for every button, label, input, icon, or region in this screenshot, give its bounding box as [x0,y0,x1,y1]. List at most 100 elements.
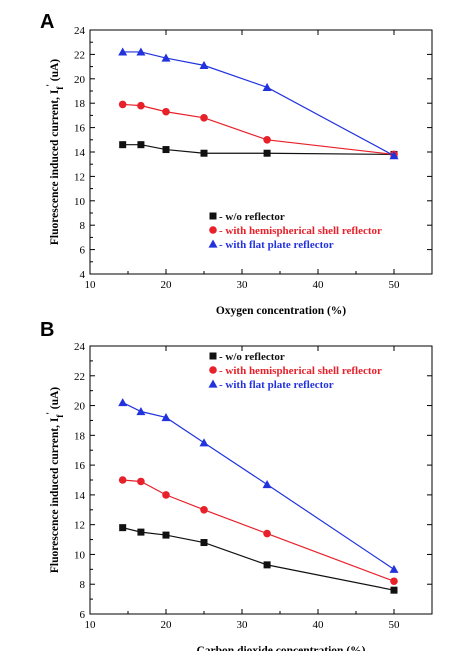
panel-a-y-tick-label: 22 [74,49,85,61]
panel-b-series-triangle-point [161,412,171,422]
panel-b-y-tick-label: 6 [80,609,86,621]
panel-b-series-triangle-point [136,407,146,416]
panel-a-series-circle-point [263,136,271,144]
panel-b-legend-label: - w/o reflector [219,351,285,363]
panel-a-y-axis-label: Fluorescence induced current, If' (uA) [45,59,65,245]
panel-a-y-tick-label: 14 [74,147,86,159]
panel-b-x-tick-label: 50 [389,619,401,631]
panel-a-series-triangle-point [118,47,128,56]
panel-a-series-triangle-point [262,82,272,91]
panel-a-y-tick-label: 18 [74,98,86,110]
panel-a-y-tick-label: 24 [74,25,86,37]
panel-a-y-axis-label-main: Fluorescence induced current, I [49,89,61,245]
panel-a-legend-label: - with hemispherical shell reflector [219,225,382,237]
panel-b-series-circle-point [137,477,145,486]
panel-a-series-triangle-line [122,51,395,157]
panel-b-legend-label: - with hemispherical shell reflector [219,365,382,377]
panel-a-series-circle-point [200,114,208,122]
panel-b-series-triangle-point [199,438,209,447]
panel-a-series-circle-point [162,107,170,116]
panel-b-y-tick-label: 18 [74,430,86,442]
panel-a-y-axis-label-sub: f [55,86,65,90]
panel-b-y-tick-label: 22 [74,371,85,383]
panel-a-series-circle-point [137,101,145,110]
panel-a-series-circle-point [118,100,127,109]
panel-a-legend-entry: - with flat plate reflector [208,239,334,251]
panel-a-x-tick-label: 20 [161,279,173,291]
panel-a-legend-marker [208,239,218,248]
panel-b-series-circle [118,476,398,586]
panel-b-y-tick-label: 12 [74,520,85,532]
panel-b-series-square-point [390,586,398,594]
panel-b-legend-marker [209,366,217,374]
panel-b-y-tick-label: 20 [74,401,86,413]
panel-a-axes: 10 20 30 40 50 4 6 8 10 12 14 16 18 20 22 24 Oxygen conc… [45,25,433,317]
panel-a-letter: A [40,11,54,33]
panel-b-y-tick-label: 8 [80,579,86,591]
panel-a-legend-entry: - with hemispherical shell reflector [209,225,382,237]
panel-b-axes: 10 20 30 40 50 6 8 10 12 14 16 18 20 22 24 Carbon dioxi… [45,341,433,651]
panel-a-series-circle [118,100,398,159]
panel-b-x-tick-label: 10 [85,619,97,631]
panel-a-series-square-point [263,149,271,157]
panel-b-series-triangle-point [262,479,272,489]
panel-b-y-tick-label: 10 [74,549,86,561]
panel-b-y-tick-label: 14 [74,490,86,502]
panel-b-series-triangle [118,398,399,573]
panel-a-x-tick-label: 50 [389,279,401,291]
panel-a-y-tick-label: 16 [74,123,86,135]
panel-b-series-square-point [137,528,145,536]
panel-a-plot-frame [89,29,433,275]
panel-a-legend-marker [209,212,217,220]
panel-b-y-axis-label-sub: f [55,414,65,418]
panel-a-series-triangle-point [136,47,146,56]
panel-a-series-triangle-point [161,53,171,62]
panel-b-legend-marker [208,379,218,388]
panel-b-legend-label: - with flat plate reflector [219,379,334,391]
panel-b-y-axis-label-unit: (uA) [49,387,61,412]
panel-b-x-tick-label: 20 [161,619,173,631]
panel-b-series-square [119,524,398,594]
panel-b-series-triangle-point [118,398,128,407]
panel-a-x-tick-label: 30 [237,279,249,291]
panel-b-y-tick-label: 16 [74,460,86,472]
panel-b-series-circle-point [162,491,170,499]
panel-b-series-triangle-line [122,402,395,570]
panel-a-y-axis-label-sup: ' [45,84,55,87]
panel-b-legend-entry: - w/o reflector [209,351,285,363]
panel-b-x-tick-label: 40 [313,619,325,631]
panel-b-series-square-point [162,531,170,539]
panel-a-x-axis-label: Oxygen concentration (%) [216,305,346,317]
panel-a-y-tick-label: 4 [80,269,86,281]
panel-b-y-axis-label-sup: ' [45,412,55,415]
panel-b-legend-entry: - with hemispherical shell reflector [209,365,382,377]
panel-a-series-square-point [137,141,145,149]
panel-a-legend-marker [209,226,217,234]
panel-a-y-tick-label: 8 [80,220,86,232]
panel-a-y-tick-label: 20 [74,74,86,86]
panel-b-series-circle-point [118,476,127,484]
panel-b-series-square-point [200,539,208,547]
panel-b-series-square-point [263,561,271,569]
panel-a-legend-label: - with flat plate reflector [219,239,334,251]
panel-a-series-triangle-point [389,151,399,160]
panel-b-y-axis-label: Fluorescence induced current, If' (uA) [45,387,65,573]
panel-b-series-circle-point [390,577,398,586]
panel-a-y-axis-label-unit: (uA) [49,59,61,84]
panel-b-y-tick-label: 24 [74,341,86,353]
panel-a-series-triangle-point [199,60,209,69]
panel-b-legend-marker [209,352,217,360]
panel-a-series-square-point [200,149,208,157]
panel-a-series-triangle [118,47,399,160]
panel-b-series-square-point [119,524,127,532]
panel-a-y-tick-label: 6 [80,245,86,257]
panel-b-x-axis-label: Carbon dioxide concentration (%) [197,645,366,651]
panel-a-y-tick-label: 10 [74,196,86,208]
panel-b: B 10 20 30 40 50 6 8 10 12 14 16 18 20 22 24 Carbon dio… [40,319,433,651]
panel-a-legend-entry: - w/o reflector [209,211,285,223]
panel-b-x-tick-label: 30 [237,619,249,631]
panel-b-letter: B [40,319,54,341]
panel-a-y-tick-label: 12 [74,171,85,183]
panel-b-legend-entry: - with flat plate reflector [208,379,334,391]
